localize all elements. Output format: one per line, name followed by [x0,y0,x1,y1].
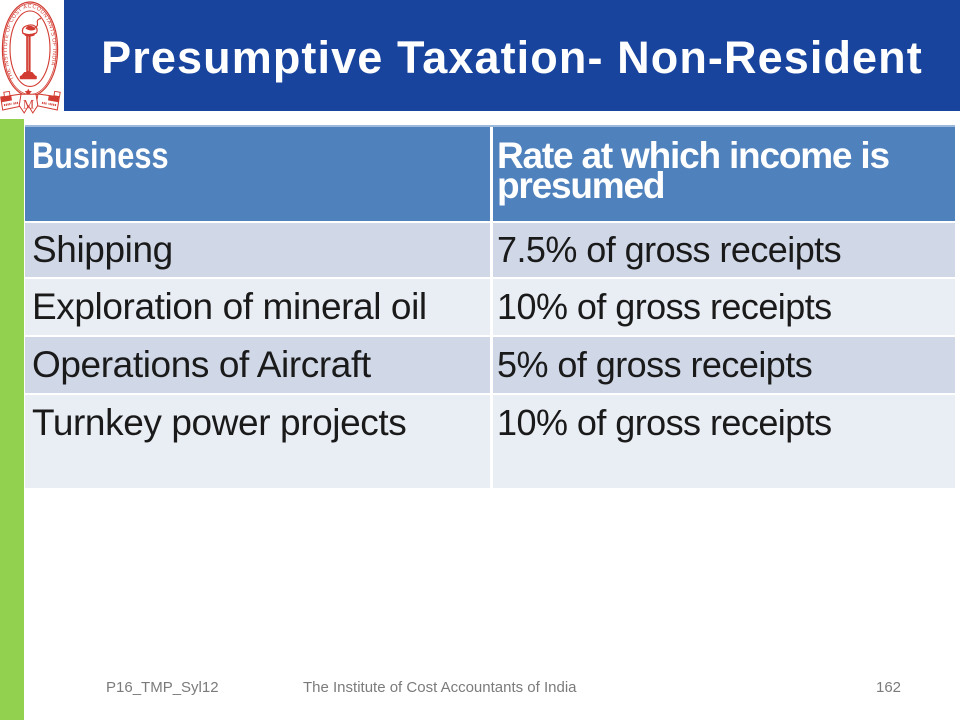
svg-text:M: M [23,98,34,112]
